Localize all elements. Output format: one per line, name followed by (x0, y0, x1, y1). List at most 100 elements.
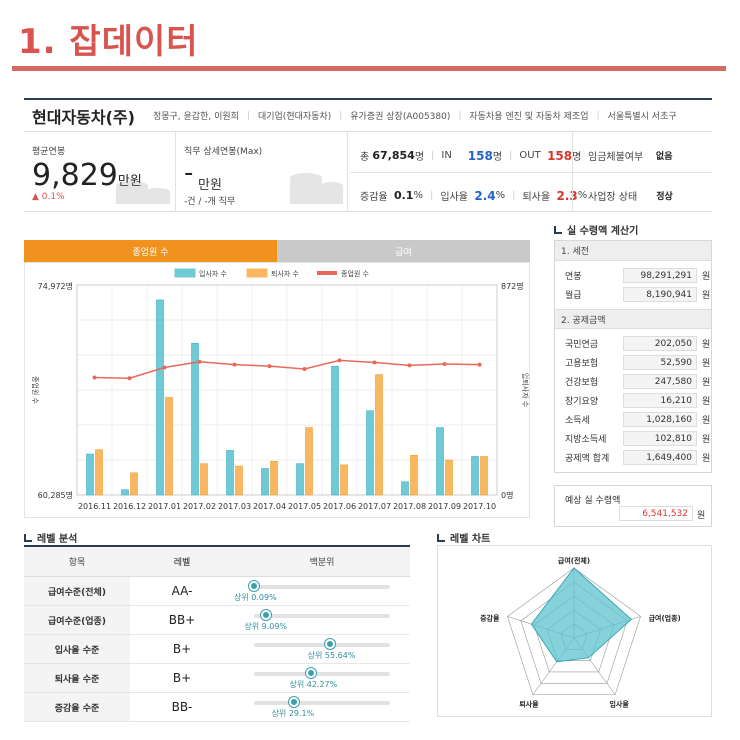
calc-label: 건강보험 (565, 378, 599, 388)
employee-chart: 입사자 수 퇴사자 수 종업원 수 74,972명 60,285명 872명 0명 종업원 수… (24, 262, 530, 518)
bar-hires (401, 481, 409, 496)
hire-rate: 2.4 (474, 188, 496, 203)
bar-leavers (235, 465, 243, 496)
company-name: 현대자동차(주) (32, 107, 135, 127)
right-max-label: 872명 (501, 281, 524, 291)
wage-delay-row: 임금체불여부 없음 (588, 148, 672, 163)
level-item: 입사율 수준 (24, 635, 130, 663)
level-item: 급여수준(전체) (24, 577, 130, 605)
bar-leavers (375, 374, 383, 496)
company-listing: 유가증권 상장(A005380) (350, 112, 451, 122)
deduction-list: 국민연금 202,050 원 고용보험 52,590 원 건강보험 247,580 원 장기요양 1… (555, 329, 711, 472)
calc-label: 소득세 (565, 416, 590, 426)
radar-axis-label: 입사율 (609, 700, 629, 709)
legend-label: 종업원 수 (341, 269, 370, 278)
bar-hires (156, 299, 164, 496)
bar-leavers (165, 397, 173, 496)
headcount-row: 총 67,854 명 | IN 158 명 | OUT 158 명 (360, 148, 582, 164)
percentile-text: 상위 9.09% (244, 622, 288, 631)
radar-axis-label: 증감율 (480, 613, 500, 622)
percentile-marker (288, 697, 299, 707)
percentile-cell: 상위 0.09% (234, 577, 410, 605)
radar-value-area (530, 567, 633, 663)
y-axis-left-label: 종업원 수 (31, 376, 40, 405)
level-item: 급여수준(업종) (24, 606, 130, 634)
legend-label: 퇴사자 수 (271, 269, 300, 278)
calc-value: 1,028,160 (623, 412, 697, 427)
header-percentile: 백분위 (309, 558, 335, 568)
company-size: 대기업(현대자동차) (257, 112, 332, 122)
header-level: 레벨 (173, 558, 191, 568)
avg-salary-change: ▲ 0.1% (32, 192, 65, 202)
employee-count-point (197, 359, 202, 364)
level-table: 항목 레벨 백분위 급여수준(전체) AA- 상위 0.09% 급여수준(업종) BB+… (24, 545, 410, 722)
won-unit: 원 (702, 272, 711, 282)
percentile-text: 상위 29.1% (271, 709, 315, 718)
x-tick-label: 2017.04 (253, 502, 286, 511)
net-pay-value: 6,541,532 (619, 506, 693, 521)
x-tick-label: 2017.02 (183, 502, 216, 511)
bar-leavers (410, 454, 418, 496)
calc-value: 8,190,941 (623, 287, 697, 302)
chart-icon (554, 225, 562, 234)
level-grade: BB- (171, 700, 193, 714)
radar-title: 레벨 차트 (437, 530, 490, 545)
calc-row: 소득세 1,028,160 원 (555, 410, 711, 429)
calc-value: 1,649,400 (623, 450, 697, 465)
bar-leavers (305, 427, 313, 496)
calc-row: 장기요양 16,210 원 (555, 391, 711, 410)
level-analysis-title: 레벨 분석 (24, 530, 77, 545)
calc-label: 국민연금 (565, 340, 599, 350)
won-unit: 원 (702, 435, 711, 445)
calc-value: 247,580 (623, 374, 697, 389)
wage-delay-value: 없음 (655, 152, 673, 162)
radar-axis-label: 급여(업종) (649, 613, 681, 622)
job-salary-note: -건 / -개 직무 (184, 197, 236, 207)
leave-rate: 2.3 (556, 188, 578, 203)
percentile-text: 상위 42.27% (289, 680, 338, 689)
x-tick-label: 2017.08 (393, 502, 426, 511)
company-header: 현대자동차(주) 정몽구, 윤갑한, 이원희 | 대기업(현대자동차) | 유가증권… (24, 98, 712, 132)
x-tick-label: 2017.09 (428, 502, 461, 511)
calc-label: 연봉 (565, 272, 582, 282)
legend-swatch (317, 271, 337, 275)
level-row: 입사율 수준 B+ 상위 55.64% (24, 635, 410, 664)
won-unit: 원 (697, 511, 706, 521)
percentile-text: 상위 0.09% (234, 593, 277, 602)
radar-axis-label: 급여(전체) (558, 556, 590, 565)
avg-salary-label: 평균연봉 (32, 147, 66, 157)
bar-hires (331, 365, 339, 496)
employee-count-point (372, 360, 377, 365)
business-status-row: 사업장 상태 정상 (588, 188, 673, 203)
tab-salary[interactable]: 급여 (277, 240, 530, 262)
calc-row: 월급 8,190,941 원 (555, 285, 711, 304)
left-min-label: 60,285명 (38, 490, 73, 500)
tab-employees[interactable]: 종업원 수 (24, 240, 277, 262)
job-salary-value: - (184, 158, 194, 188)
deduction-title: 2. 공제금액 (555, 309, 711, 329)
plot-border (76, 284, 498, 496)
calc-label: 고용보험 (565, 359, 599, 369)
pre-tax-list: 연봉 98,291,291 원 월급 8,190,941 원 (555, 261, 711, 309)
in-count: 158 (467, 148, 493, 163)
employee-count-point (477, 362, 482, 367)
won-unit: 원 (702, 291, 711, 301)
percentile-marker (261, 610, 272, 620)
employee-count-line (94, 359, 480, 380)
percentile-text: 상위 55.64% (307, 651, 356, 660)
bar-leavers (130, 472, 138, 496)
chart-tabs: 종업원 수 급여 (24, 240, 530, 262)
percentile-track (254, 585, 390, 589)
legend-label: 입사자 수 (199, 269, 228, 278)
level-item: 증감율 수준 (24, 693, 130, 721)
employee-count-point (92, 375, 97, 380)
level-grade: B+ (172, 671, 192, 685)
coin-stack-icon (116, 181, 170, 204)
percentile-marker (249, 581, 260, 591)
bar-leavers (270, 460, 278, 496)
bar-leavers (200, 463, 208, 496)
calc-label: 장기요양 (565, 397, 599, 407)
percentile-track (254, 614, 390, 618)
bar-hires (471, 456, 479, 496)
employee-count-point (302, 366, 307, 371)
